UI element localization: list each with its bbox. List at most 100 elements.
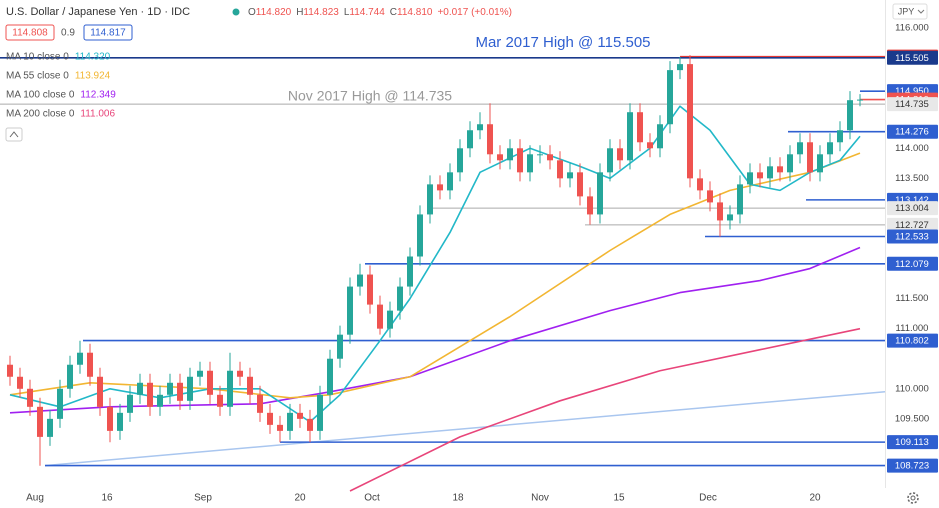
candle-body — [447, 172, 453, 191]
candle-body — [607, 148, 613, 173]
candle-body — [17, 376, 23, 389]
moving-average — [9, 246, 861, 414]
candle-body — [57, 388, 63, 419]
level-label: 112.533 — [895, 232, 929, 243]
indicator-legend: MA 10 close 0 114.320 MA 55 close 0 113.924… — [6, 52, 116, 120]
candle-body — [547, 154, 553, 161]
candle-body — [127, 394, 133, 413]
ohlc-key: H — [296, 7, 303, 18]
level-label: 109.113 — [895, 437, 929, 448]
level-label-box — [887, 435, 938, 450]
level-label-box — [887, 124, 938, 139]
candle-body — [397, 286, 403, 311]
legend-name: MA 10 close 0 — [6, 52, 69, 63]
settings-icon[interactable] — [907, 492, 919, 504]
candle-body — [147, 382, 153, 407]
candle-body — [647, 142, 653, 149]
candle-body — [737, 184, 743, 215]
chart-title: U.S. Dollar / Japanese Yen · 1D · IDC — [6, 6, 190, 18]
price-axis: 116.000 114.000 113.500 111.500 111.000 110.0… — [26, 23, 938, 504]
candle-body — [287, 412, 293, 431]
candle-body — [467, 130, 473, 149]
candle-body — [727, 214, 733, 221]
candle-body — [377, 304, 383, 329]
header: U.S. Dollar / Japanese Yen · 1D · IDC O1… — [5, 6, 512, 142]
y-tick-label: 113.500 — [895, 173, 929, 184]
level-label: 114.276 — [895, 127, 929, 138]
legend-value: 111.006 — [80, 109, 115, 120]
candle-body — [567, 172, 573, 179]
candle-body — [347, 286, 353, 335]
annotation: Mar 2017 High @ 115.505 — [475, 34, 650, 51]
candle-body — [767, 166, 773, 179]
ohlc-value: 114.820 — [256, 7, 292, 18]
candle-body — [667, 70, 673, 125]
candle-body — [777, 166, 783, 173]
gear — [907, 492, 919, 504]
candle-body — [367, 274, 373, 305]
legend-name: MA 100 close 0 — [6, 90, 75, 101]
candle-body — [157, 394, 163, 407]
candle-body — [327, 358, 333, 395]
x-tick-label: Nov — [531, 493, 549, 504]
ohlc-value: 114.823 — [303, 7, 339, 18]
candle-body — [617, 148, 623, 161]
candle-body — [167, 382, 173, 395]
plot-area: Mar 2017 High @ 115.505 Nov 2017 High @ 1… — [0, 34, 886, 492]
ask-box[interactable] — [83, 24, 133, 41]
bid-box[interactable] — [5, 24, 55, 41]
candle-body — [717, 202, 723, 221]
candle-body — [577, 172, 583, 197]
collapse-button[interactable] — [5, 127, 23, 142]
annotation: Nov 2017 High @ 114.735 — [288, 87, 452, 103]
level-label-box — [887, 201, 938, 216]
ohlc-key: O — [248, 7, 256, 18]
candle-body — [477, 124, 483, 131]
candle-body — [67, 364, 73, 389]
candle-body — [827, 142, 833, 155]
y-tick-label: 111.000 — [896, 323, 929, 334]
level-label-box — [887, 217, 938, 232]
candle-body — [307, 418, 313, 431]
candle-body — [527, 154, 533, 173]
x-tick-label: 20 — [809, 493, 821, 504]
candle-body — [707, 190, 713, 203]
currency-button[interactable] — [892, 3, 928, 20]
candle-body — [697, 178, 703, 191]
candle-body — [227, 370, 233, 407]
candle-body — [657, 124, 663, 149]
legend-value: 113.924 — [75, 71, 111, 82]
candle-body — [187, 376, 193, 401]
x-tick-label: 15 — [613, 493, 625, 504]
level-label-box — [887, 97, 938, 112]
candle-body — [197, 370, 203, 377]
bid-price: 114.808 — [12, 28, 48, 39]
x-tick-label: 16 — [101, 493, 113, 504]
x-tick-label: Sep — [194, 493, 212, 504]
change: +0.017 (+0.01%) — [437, 7, 512, 18]
candle-body — [687, 64, 693, 179]
y-tick-label: 110.000 — [895, 383, 929, 394]
candle-body — [757, 172, 763, 179]
x-tick-label: Oct — [364, 493, 380, 504]
y-tick-label: 109.500 — [895, 413, 929, 424]
candle-body — [587, 196, 593, 215]
spread: 0.9 — [61, 28, 75, 39]
candle-body — [807, 142, 813, 173]
candle-body — [677, 64, 683, 71]
candle-body — [627, 112, 633, 161]
candle-body — [37, 406, 43, 437]
gear-hole — [910, 495, 916, 501]
candle-body — [517, 148, 523, 173]
collapse-icon — [9, 131, 19, 138]
candle-body — [77, 352, 83, 365]
candle-body — [337, 334, 343, 359]
level-label: 113.004 — [895, 203, 929, 214]
x-tick-label: 20 — [294, 493, 306, 504]
legend-value: 112.349 — [80, 90, 116, 101]
legend-name: MA 55 close 0 — [6, 71, 69, 82]
legend-name: MA 200 close 0 — [6, 109, 75, 120]
dropdown-icon — [917, 9, 925, 14]
candle-body — [417, 214, 423, 257]
candle-body — [257, 394, 263, 413]
